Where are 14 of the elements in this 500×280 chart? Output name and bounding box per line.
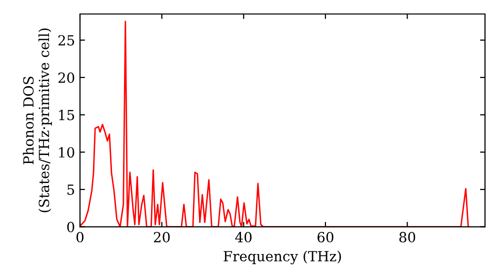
x-tick-label: 40 <box>235 232 252 242</box>
y-tick-label: 5 <box>67 184 74 195</box>
y-tick-label: 20 <box>58 72 74 83</box>
y-tick-label: 10 <box>59 147 74 158</box>
x-tick-label: 80 <box>399 232 416 242</box>
x-tick-label: 0 <box>76 232 84 242</box>
x-axis-title: Frequency (THz) <box>224 250 341 264</box>
y-tick-label: 15 <box>59 110 74 120</box>
x-tick-label: 60 <box>318 232 334 242</box>
line-series <box>80 20 469 227</box>
y-axis-title: Phonon DOS (States/THz·primitive cell) <box>22 28 52 212</box>
y-tick-label: 0 <box>67 222 74 232</box>
x-tick-label: 20 <box>154 232 170 242</box>
y-tick-label: 25 <box>58 35 74 46</box>
